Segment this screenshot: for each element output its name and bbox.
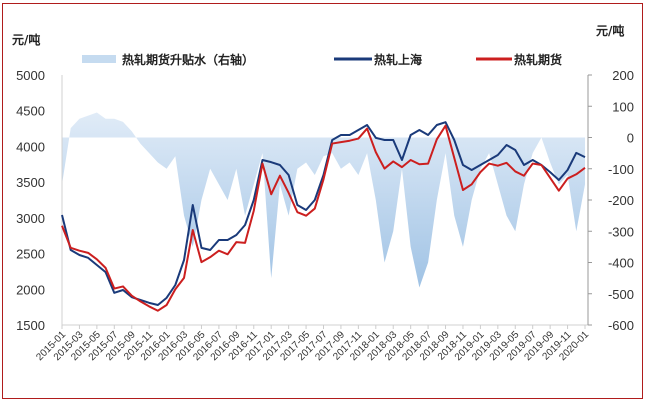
chart-frame — [2, 3, 643, 399]
left-tick-label: 4500 — [16, 104, 45, 119]
futures-price-line — [61, 124, 586, 312]
right-tick-label: -400 — [608, 256, 634, 271]
legend-swatch-basis — [82, 55, 116, 63]
right-tick-label: -600 — [608, 318, 634, 333]
left-tick-label: 3500 — [16, 175, 45, 190]
left-tick-label: 2500 — [16, 247, 45, 262]
legend-label-futures: 热轧期货 — [514, 52, 562, 67]
right-tick-label: -300 — [608, 224, 634, 239]
legend: 热轧期货升贴水（右轴） 热轧上海 热轧期货 — [82, 52, 562, 67]
left-tick-label: 5000 — [16, 68, 45, 83]
left-tick-label: 3000 — [16, 211, 45, 226]
left-axis-unit: 元/吨 — [12, 32, 40, 47]
right-tick-label: -100 — [608, 162, 634, 177]
legend-label-basis: 热轧期货升贴水（右轴） — [122, 52, 254, 67]
right-tick-label: 100 — [612, 99, 634, 114]
left-tick-label: 1500 — [16, 318, 45, 333]
legend-label-shanghai: 热轧上海 — [374, 52, 422, 67]
right-tick-label: 200 — [612, 68, 634, 83]
basis-area-series — [62, 112, 585, 288]
shanghai-price-line — [61, 121, 586, 306]
right-axis-unit: 元/吨 — [596, 23, 624, 38]
right-tick-label: 0 — [627, 131, 634, 146]
left-tick-label: 4000 — [16, 139, 45, 154]
right-tick-label: -200 — [608, 193, 634, 208]
right-tick-label: -500 — [608, 287, 634, 302]
left-tick-label: 2000 — [16, 282, 45, 297]
